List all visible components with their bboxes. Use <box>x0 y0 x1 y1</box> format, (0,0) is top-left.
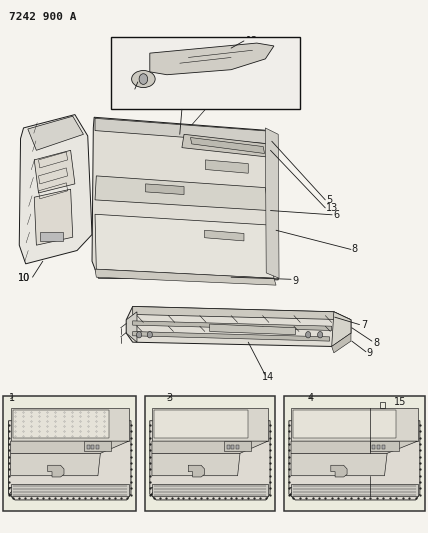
Bar <box>224 441 251 451</box>
Polygon shape <box>332 312 351 346</box>
Bar <box>84 441 111 451</box>
Polygon shape <box>190 138 265 154</box>
Circle shape <box>318 332 323 338</box>
Bar <box>96 445 99 449</box>
Text: 8: 8 <box>373 338 379 348</box>
Polygon shape <box>95 118 272 144</box>
Polygon shape <box>28 116 83 150</box>
Text: 7242 900 A: 7242 900 A <box>9 12 76 22</box>
Circle shape <box>306 332 311 338</box>
Polygon shape <box>152 484 268 496</box>
Polygon shape <box>154 409 248 438</box>
Bar <box>231 445 234 449</box>
Polygon shape <box>331 465 347 477</box>
Text: 10: 10 <box>18 273 30 283</box>
Text: 9: 9 <box>367 349 373 358</box>
Polygon shape <box>126 306 351 346</box>
Polygon shape <box>95 214 274 278</box>
Polygon shape <box>11 453 100 476</box>
Polygon shape <box>291 441 418 453</box>
Bar <box>91 445 94 449</box>
Polygon shape <box>34 189 73 245</box>
Polygon shape <box>205 230 244 241</box>
Polygon shape <box>188 465 205 477</box>
Polygon shape <box>152 408 268 441</box>
Polygon shape <box>146 184 184 195</box>
Text: 14: 14 <box>262 372 274 382</box>
Text: 2: 2 <box>7 488 13 497</box>
Text: 13: 13 <box>326 203 339 213</box>
Polygon shape <box>11 408 129 441</box>
Text: 5: 5 <box>326 195 333 205</box>
Polygon shape <box>291 453 387 476</box>
Bar <box>372 445 375 449</box>
Polygon shape <box>291 484 418 496</box>
Polygon shape <box>126 312 137 342</box>
Bar <box>3 396 136 511</box>
Polygon shape <box>19 115 92 264</box>
Polygon shape <box>133 332 330 341</box>
Bar <box>377 445 380 449</box>
Text: 2: 2 <box>149 488 155 497</box>
Polygon shape <box>182 134 270 157</box>
Circle shape <box>147 332 152 338</box>
Text: 7: 7 <box>361 320 367 330</box>
Text: 3: 3 <box>166 393 172 403</box>
Polygon shape <box>293 409 396 438</box>
Polygon shape <box>11 441 129 453</box>
Polygon shape <box>152 441 268 453</box>
Polygon shape <box>150 43 274 75</box>
Polygon shape <box>152 453 240 476</box>
Polygon shape <box>13 409 109 438</box>
Text: 4: 4 <box>307 393 313 403</box>
Polygon shape <box>9 421 131 500</box>
Text: 10: 10 <box>18 273 30 283</box>
Polygon shape <box>265 128 279 278</box>
Polygon shape <box>133 306 351 320</box>
Polygon shape <box>210 324 295 335</box>
Polygon shape <box>289 421 420 500</box>
Text: 1: 1 <box>9 393 15 403</box>
Bar <box>380 402 385 408</box>
Polygon shape <box>332 333 351 353</box>
Text: 11: 11 <box>122 84 134 94</box>
Ellipse shape <box>131 70 155 87</box>
Bar <box>86 445 89 449</box>
Polygon shape <box>48 465 64 477</box>
Circle shape <box>139 74 148 84</box>
Text: 12: 12 <box>246 36 259 46</box>
Text: 6: 6 <box>333 210 339 220</box>
Polygon shape <box>11 484 129 496</box>
Bar <box>111 37 300 109</box>
Bar <box>226 445 229 449</box>
Bar <box>382 445 385 449</box>
Bar <box>40 232 63 241</box>
Polygon shape <box>95 176 269 211</box>
Polygon shape <box>291 408 418 441</box>
Polygon shape <box>92 117 278 280</box>
Polygon shape <box>150 421 270 500</box>
Bar <box>370 441 399 451</box>
Polygon shape <box>34 150 75 193</box>
Bar <box>236 445 239 449</box>
Bar <box>284 396 425 511</box>
Bar <box>145 396 275 511</box>
Polygon shape <box>95 269 276 285</box>
Polygon shape <box>133 321 332 330</box>
Polygon shape <box>205 160 248 173</box>
Text: 9: 9 <box>292 276 298 286</box>
Circle shape <box>137 332 142 338</box>
Text: 2: 2 <box>288 488 295 497</box>
Text: 8: 8 <box>352 245 358 254</box>
Text: 15: 15 <box>394 397 407 407</box>
